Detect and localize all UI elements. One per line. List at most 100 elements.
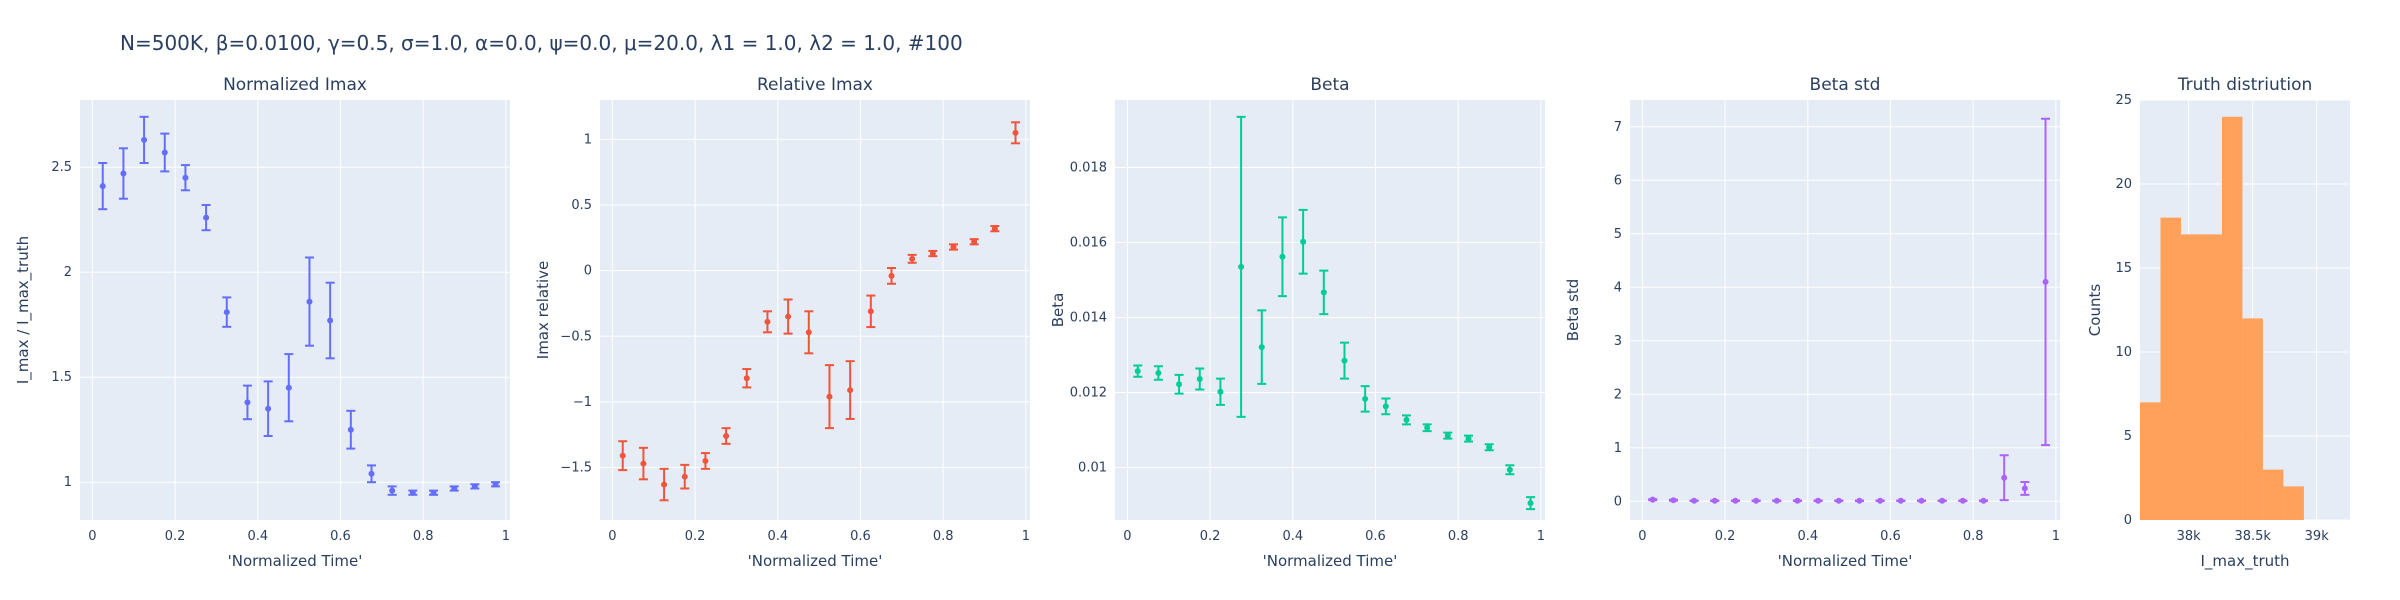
data-point [1424,424,1431,431]
x-tick-label: 0.2 [685,529,706,544]
data-point [1527,500,1534,507]
data-point [492,481,499,488]
histogram-bar [2180,234,2202,520]
y-tick-label: 0 [2124,513,2132,528]
data-point [347,426,354,433]
data-point [409,489,416,496]
y-tick-label: 0.012 [1070,386,1107,401]
data-point [1486,444,1493,451]
data-point [1279,253,1286,260]
histogram-bar [2140,402,2161,520]
y-tick-label: 2.5 [51,160,72,175]
data-point [1155,370,1162,376]
x-tick-label: 39k [2305,529,2330,544]
data-point [867,308,874,315]
subplot-4: 0 0.2 0.4 0.6 0.8 1 0 1 2 3 4 5 6 7 Beta std 'Normalize… [1564,75,2060,570]
x-tick-label: 0.8 [1448,529,1469,544]
y-tick-label: 15 [2115,261,2132,276]
y-tick-label: 3 [1614,334,1622,349]
subplot-title: Beta [1310,75,1349,95]
data-point [1012,129,1019,136]
y-tick-label: 1 [1614,441,1622,456]
x-tick-label: 1 [2052,529,2060,544]
data-point [368,470,375,477]
data-point [640,460,647,467]
y-axis-label: Counts [2086,284,2104,337]
y-tick-label: 2 [64,265,72,280]
data-point [1980,497,1987,504]
x-axis-label: 'Normalized Time' [1263,552,1398,570]
plot-background [1115,100,1545,520]
x-tick-label: 0.6 [1880,529,1901,544]
x-tick-label: 0 [88,529,96,544]
data-point [1444,432,1451,439]
data-point [1238,263,1245,270]
data-point [1341,357,1348,364]
data-point [1320,289,1327,296]
y-tick-label: 6 [1614,173,1622,188]
data-point [161,149,168,156]
data-point [1691,497,1698,504]
data-point [2021,485,2028,492]
data-point [141,136,148,143]
y-tick-label: 4 [1614,280,1622,295]
y-tick-label: 0.01 [1078,461,1107,476]
subplot-title: Truth distriution [2177,75,2313,95]
data-point [971,238,978,245]
y-tick-label: 0.5 [571,198,592,213]
data-point [619,452,626,459]
data-point [1959,497,1966,504]
y-axis-label: Beta [1049,293,1067,328]
subplot-5: 38k 38.5k 39k 0 5 10 15 20 25 Truth distriution I_… [2086,75,2350,571]
histogram-bar [2160,217,2181,520]
y-tick-label: 0 [1614,494,1622,509]
plot-background [80,100,510,520]
data-point [1897,497,1904,504]
data-point [471,483,478,490]
subplot-title: Normalized Imax [223,75,367,95]
data-point [991,225,998,232]
y-tick-label: 0.014 [1070,311,1107,326]
y-tick-label: 0.018 [1070,161,1107,176]
x-axis-label: 'Normalized Time' [228,552,363,570]
x-tick-label: 38k [2177,529,2202,544]
data-point [1794,497,1801,504]
y-tick-label: 1 [584,132,592,147]
y-tick-label: −1 [573,395,592,410]
x-tick-label: 0.8 [933,529,954,544]
data-point [430,489,437,496]
data-point [265,405,272,412]
data-point [1196,376,1203,382]
data-point [1506,466,1513,473]
histogram-bar [2283,486,2304,520]
x-tick-label: 38.5k [2234,529,2271,544]
data-point [805,329,812,336]
data-point [1835,497,1842,504]
data-point [1856,497,1863,504]
data-point [723,433,730,439]
data-point [389,487,396,494]
data-point [681,473,688,480]
y-tick-label: 20 [2115,177,2132,192]
data-point [1217,388,1224,395]
x-tick-label: 1 [502,529,510,544]
data-point [1939,497,1946,504]
subplot-title: Relative Imax [757,75,873,95]
data-point [826,393,833,400]
data-point [1670,497,1677,504]
data-point [1877,497,1884,504]
x-axis-label: I_max_truth [2200,552,2289,571]
data-point [785,313,792,320]
data-point [909,255,916,262]
x-tick-label: 1 [1537,529,1545,544]
x-tick-label: 0 [608,529,616,544]
plot-background [600,100,1030,520]
data-point [1362,395,1369,402]
data-point [2042,278,2049,285]
x-tick-label: 0 [1638,529,1646,544]
data-point [1918,497,1925,504]
y-tick-label: 25 [2115,93,2132,108]
subplot-panels: 0 0.2 0.4 0.6 0.8 1 1 1.5 2 2.5 Normalized Imax 'No… [14,75,2350,571]
figure-suptitle: N=500K, β=0.0100, γ=0.5, σ=1.0, α=0.0, ψ… [120,31,963,55]
data-point [1300,238,1307,245]
